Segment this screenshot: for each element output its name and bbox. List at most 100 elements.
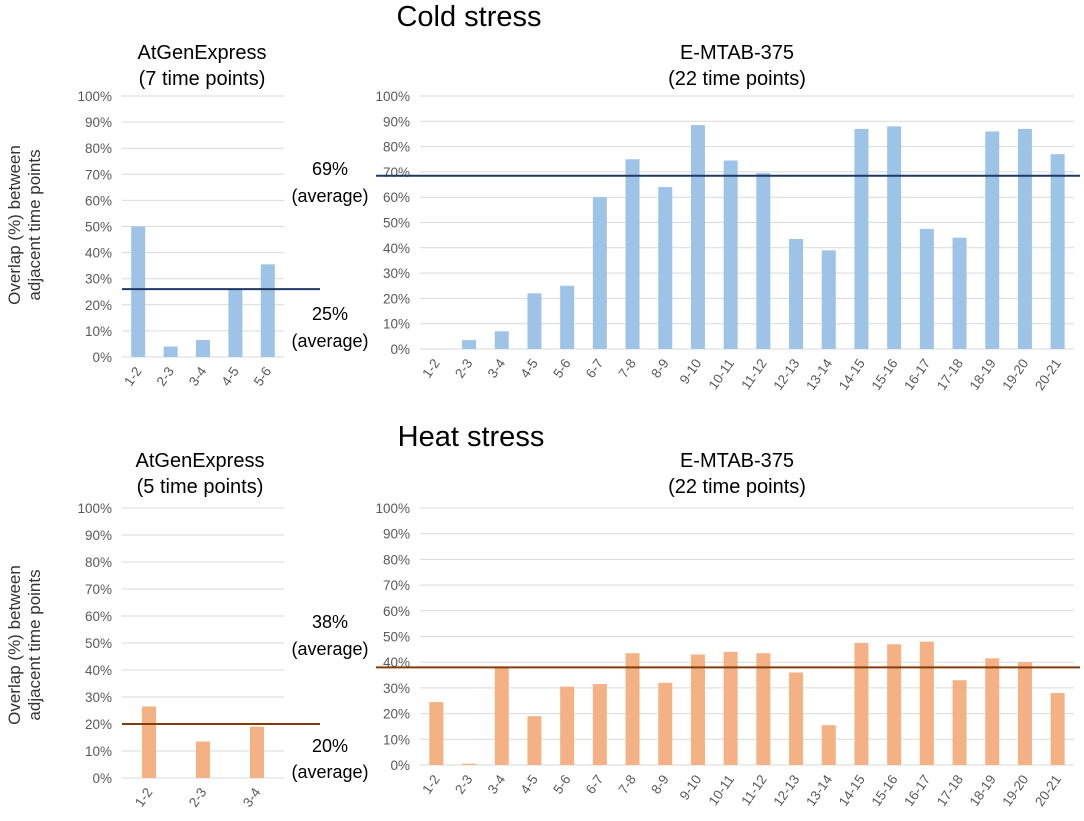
cold-emtab-bar	[462, 340, 477, 349]
heat-emtab-xtick-label: 11-12	[738, 772, 770, 808]
heat-atgen-ytick-label: 0%	[92, 771, 112, 786]
heat-atgen-average-label: (average)	[291, 762, 368, 782]
heat-emtab-ytick-label: 60%	[383, 604, 410, 619]
cold-emtab-chart: 0% 10% 20% 30% 40% 50% 60% 70% 80% 90% 100% 1-2 2-3 3…	[375, 89, 1074, 393]
heat-emtab-bar	[462, 763, 477, 765]
heat-atgen-ytick-label: 80%	[85, 555, 112, 570]
cold-atgen-bar	[131, 226, 146, 357]
cold-emtab-bar	[756, 173, 771, 349]
cold-emtab-xtick-label: 18-19	[967, 356, 999, 393]
cold-emtab-bar	[494, 331, 509, 349]
cold-emtab-average-value: 69%	[312, 159, 348, 179]
cold-emtab-bar	[527, 293, 542, 349]
cold-emtab-bar	[854, 128, 869, 349]
cold-emtab-bar	[625, 159, 640, 349]
heat-atgen-ytick-label: 20%	[85, 717, 112, 732]
heat-atgen-ytick-label: 40%	[85, 663, 112, 678]
heat-emtab-bar	[690, 654, 705, 765]
cold-emtab-xtick-label: 6-7	[583, 356, 606, 381]
heat-emtab-xtick-label: 10-11	[706, 772, 738, 808]
heat-emtab-xtick-label: 1-2	[419, 772, 442, 797]
cold-emtab-xtick-label: 8-9	[648, 356, 671, 381]
cold-atgen-bar	[196, 340, 210, 357]
cold-emtab-ytick-label: 40%	[383, 241, 410, 256]
heat-emtab-ytick-label: 100%	[375, 501, 410, 516]
cold-atgen-xtick-label: 4-5	[218, 364, 241, 389]
cold-emtab-xtick-label: 19-20	[999, 356, 1031, 393]
cold-emtab-bar	[919, 228, 934, 349]
heat-emtab-bar	[789, 672, 804, 765]
cold-emtab-xtick-label: 20-21	[1032, 356, 1064, 393]
heat-emtab-xtick-label: 18-19	[967, 772, 999, 809]
heat-emtab-bar	[821, 725, 836, 765]
cold-atgen-ytick-label: 50%	[85, 220, 112, 235]
heat-emtab-ytick-label: 70%	[383, 578, 410, 593]
cold-emtab-xtick-label: 1-2	[419, 356, 442, 381]
cold-emtab-xtick-label: 9-10	[677, 356, 705, 387]
cold-atgen-chart: 0% 10% 20% 30% 40% 50% 60% 70% 80% 90% 100% 1-2 2-3 3…	[77, 89, 284, 389]
heat-emtab-ytick-label: 30%	[383, 681, 410, 696]
heat-atgen-bar	[196, 741, 210, 778]
heat-emtab-xtick-label: 15-16	[869, 772, 901, 809]
cold-emtab-xtick-label: 2-3	[452, 356, 475, 381]
cold-emtab-ytick-label: 30%	[383, 266, 410, 281]
cold-emtab-bar	[952, 237, 967, 349]
cold-emtab-bar	[821, 250, 836, 349]
cold-emtab-bar	[690, 125, 705, 349]
heat-emtab-bar	[592, 684, 607, 765]
cold-emtab-xtick-label: 4-5	[517, 356, 540, 381]
heat-atgen-xtick-label: 1-2	[132, 785, 155, 810]
heat-emtab-bar	[723, 651, 738, 765]
cold-atgen-average-value: 25%	[312, 304, 348, 324]
heat-atgen-xtick-label: 2-3	[186, 785, 209, 810]
heat-emtab-xtick-label: 4-5	[517, 772, 540, 797]
cold-atgen-ytick-label: 70%	[85, 167, 112, 182]
cold-emtab-xtick-label: 14-15	[836, 356, 868, 393]
cold-emtab-xtick-label: 10-11	[706, 356, 738, 392]
heat-emtab-bar	[985, 658, 1000, 765]
heat-emtab-xtick-label: 7-8	[616, 772, 639, 797]
cold-atgen-xtick-label: 5-6	[251, 364, 274, 389]
heat-emtab-xtick-label: 19-20	[999, 772, 1031, 809]
heat-atgen-bar	[250, 726, 264, 778]
cold-emtab-bar	[592, 197, 607, 349]
heat-emtab-xtick-label: 17-18	[934, 772, 966, 809]
cold-atgen-ytick-label: 20%	[85, 298, 112, 313]
cold-atgen-ytick-label: 0%	[92, 350, 112, 365]
heat-atgen-chart: 0% 10% 20% 30% 40% 50% 60% 70% 80% 90% 100% 1-2 2-3 3…	[77, 501, 284, 810]
heat-ylabel-line2: adjacent time points	[25, 569, 44, 720]
heat-emtab-xtick-label: 12-13	[770, 772, 802, 809]
cold-atgen-ytick-label: 40%	[85, 246, 112, 261]
heat-atgen-xtick-label: 3-4	[240, 785, 264, 810]
heat-emtab-bar	[952, 680, 967, 765]
cold-emtab-ytick-label: 50%	[383, 216, 410, 231]
cold-emtab-bar	[560, 285, 575, 349]
cold-atgen-ytick-label: 60%	[85, 193, 112, 208]
cold-emtab-xtick-label: 11-12	[738, 356, 770, 392]
cold-emtab-bar	[985, 131, 1000, 349]
cold-emtab-bar	[723, 160, 738, 349]
heat-atgen-subtitle: (5 time points)	[137, 476, 264, 498]
cold-emtab-xtick-label: 13-14	[803, 356, 835, 393]
heat-emtab-ytick-label: 80%	[383, 552, 410, 567]
heat-emtab-bar	[527, 716, 542, 765]
heat-emtab-ytick-label: 20%	[383, 707, 410, 722]
heat-emtab-xtick-label: 3-4	[485, 772, 509, 797]
heat-emtab-ytick-label: 90%	[383, 527, 410, 542]
heat-emtab-xtick-label: 20-21	[1032, 772, 1064, 809]
cold-atgen-subtitle: (7 time points)	[139, 68, 266, 90]
cold-emtab-ytick-label: 90%	[383, 114, 410, 129]
heat-atgen-ytick-label: 50%	[85, 636, 112, 651]
heat-emtab-bar	[625, 653, 640, 765]
cold-atgen-title: AtGenExpress	[138, 42, 267, 64]
cold-emtab-bar	[789, 238, 804, 349]
heat-emtab-bar	[560, 686, 575, 765]
cold-stress-title: Cold stress	[396, 1, 541, 33]
heat-emtab-average-value: 38%	[312, 612, 348, 632]
cold-emtab-ytick-label: 10%	[383, 317, 410, 332]
cold-emtab-subtitle: (22 time points)	[668, 68, 806, 90]
heat-atgen-title: AtGenExpress	[136, 450, 265, 472]
heat-emtab-bar	[919, 641, 934, 765]
cold-emtab-ytick-label: 70%	[383, 165, 410, 180]
